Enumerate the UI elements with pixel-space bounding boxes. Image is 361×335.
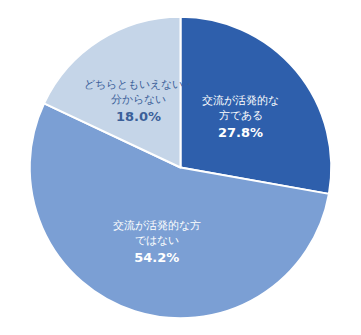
- svg-text:方である: 方である: [219, 109, 263, 122]
- svg-text:交流が活発的な: 交流が活発的な: [202, 94, 279, 107]
- svg-text:54.2%: 54.2%: [134, 250, 179, 265]
- svg-text:どちらともいえない・: どちらともいえない・: [84, 78, 194, 91]
- svg-text:27.8%: 27.8%: [218, 125, 263, 140]
- svg-text:交流が活発的な方: 交流が活発的な方: [113, 219, 201, 232]
- svg-text:18.0%: 18.0%: [116, 109, 161, 124]
- svg-text:分からない: 分からない: [111, 93, 166, 106]
- svg-text:ではない: ではない: [135, 234, 179, 247]
